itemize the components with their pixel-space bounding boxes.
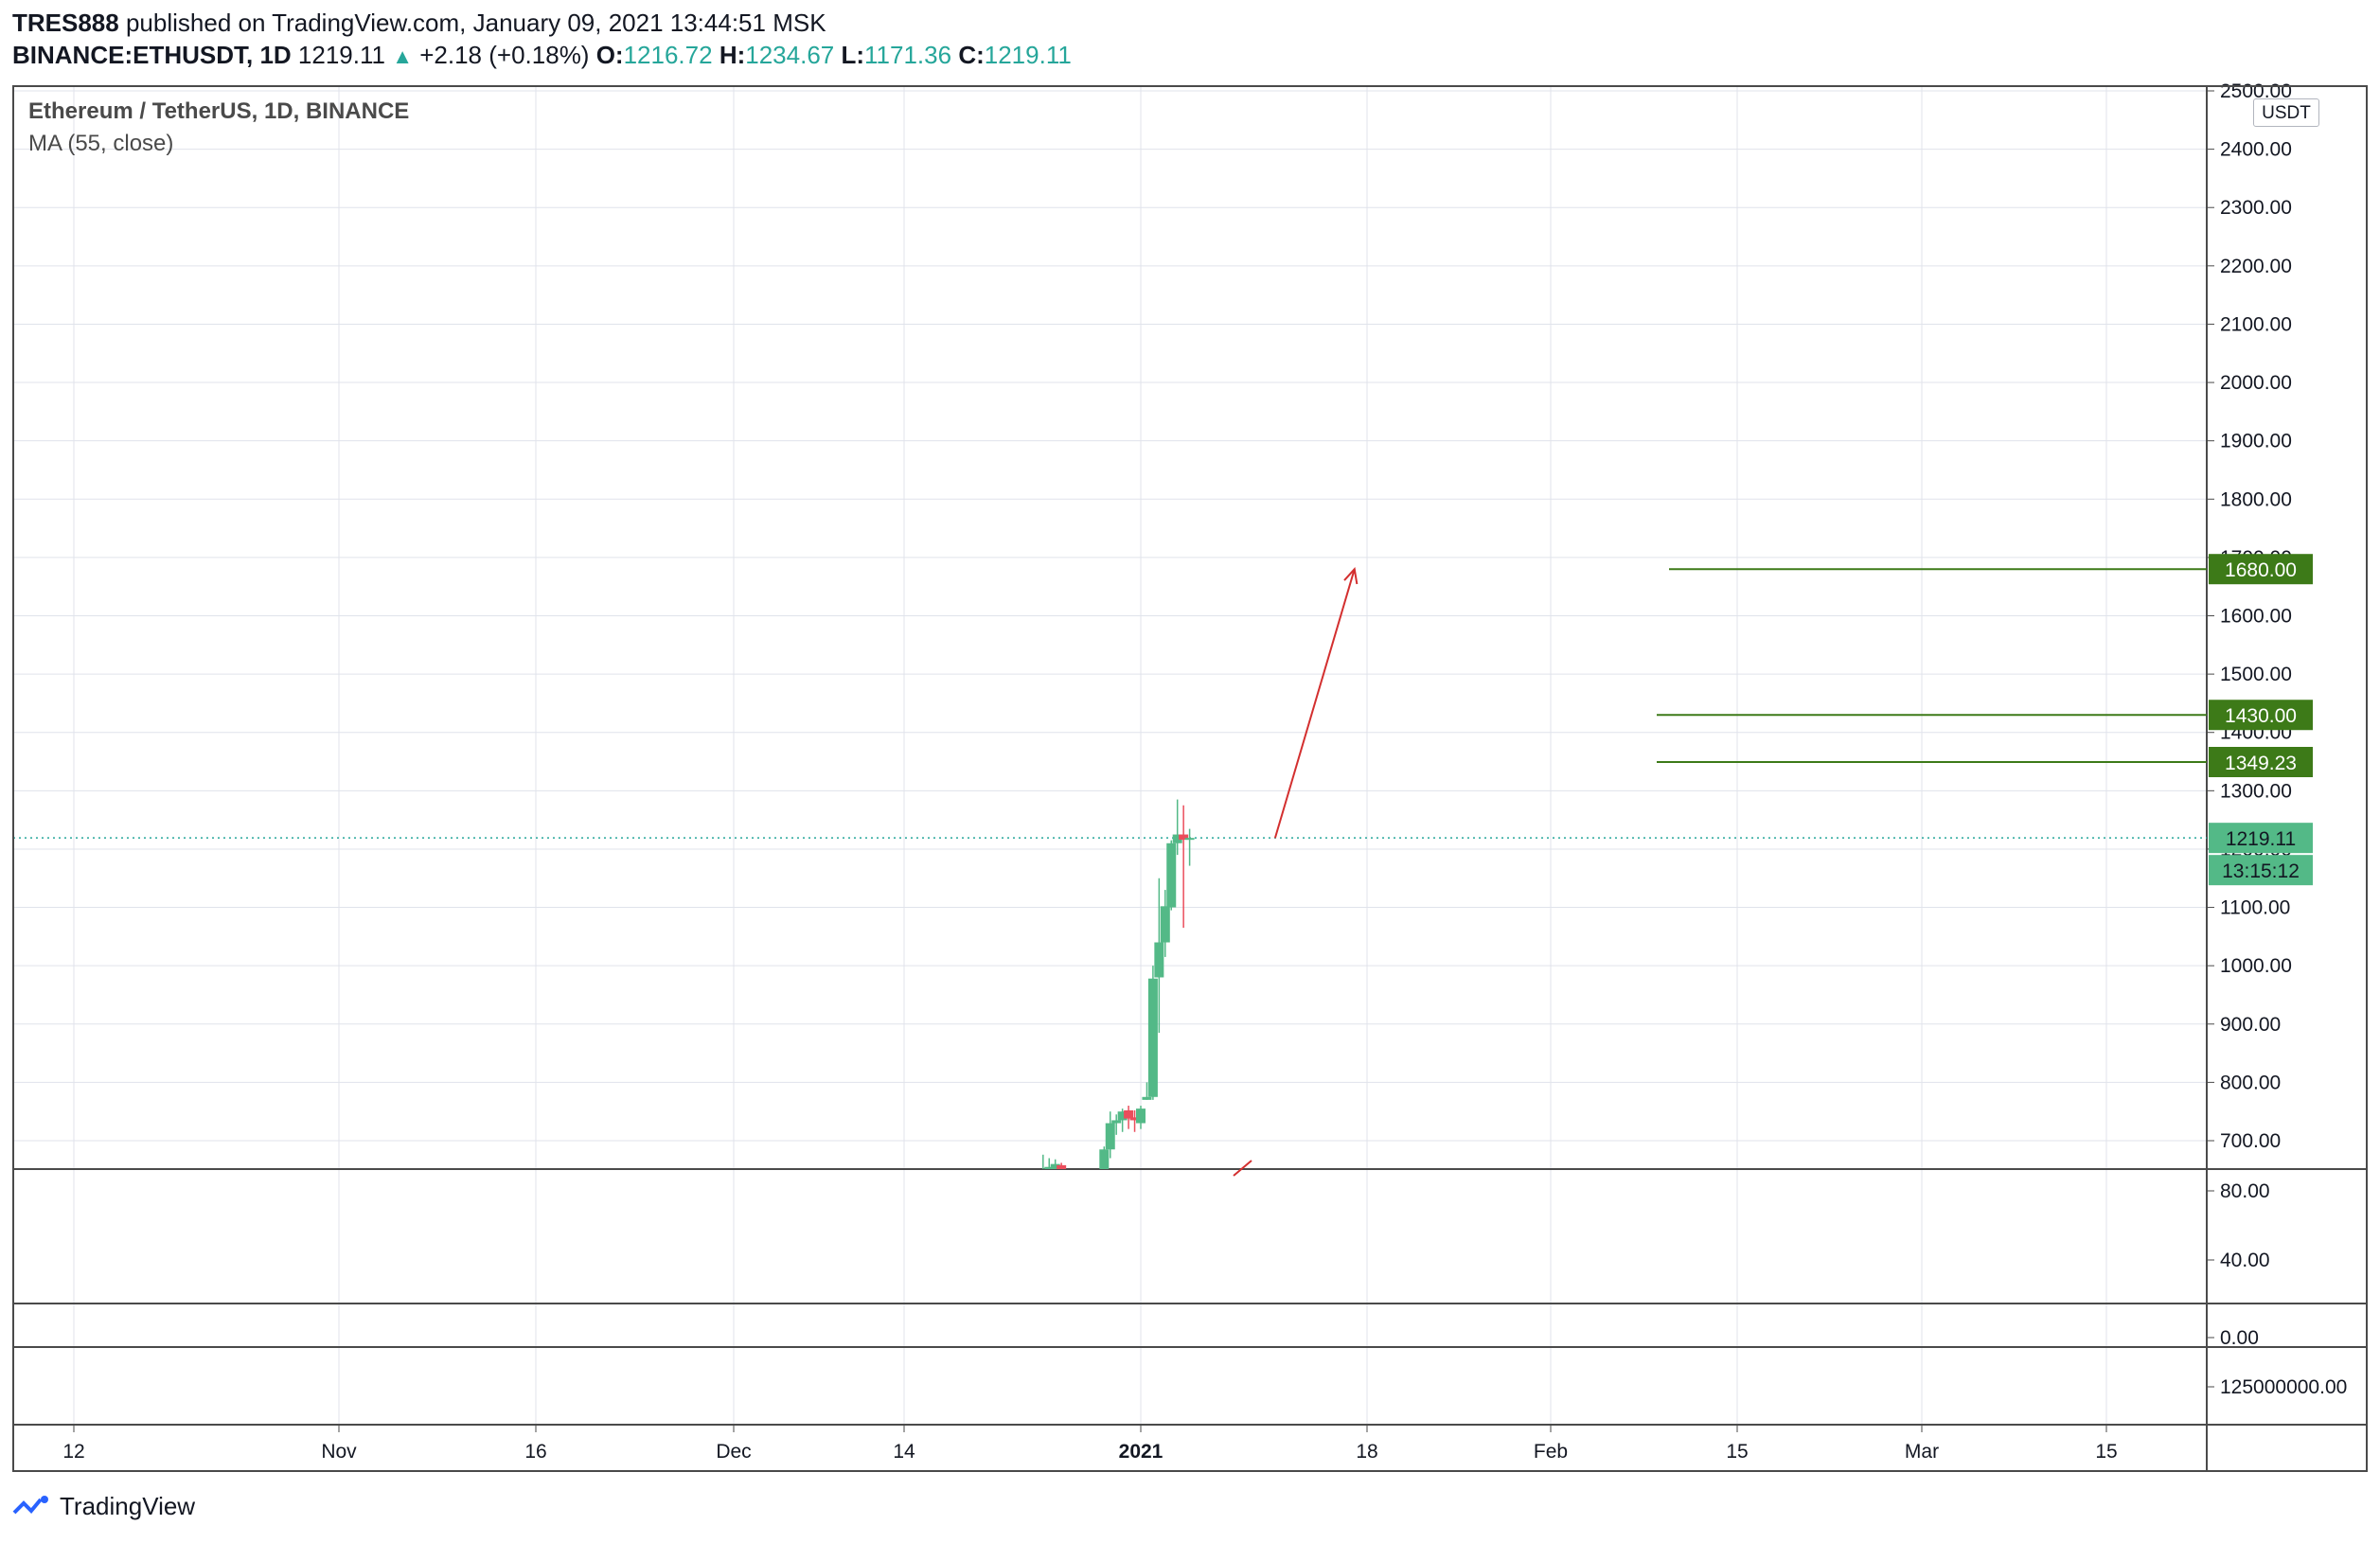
low-label: L: — [841, 41, 865, 69]
price-tick-label: 2000.00 — [2220, 372, 2292, 394]
candle-body — [1172, 834, 1182, 843]
price-tick-label: 2100.00 — [2220, 313, 2292, 335]
open-value: 1216.72 — [623, 41, 713, 69]
grid-lines — [13, 87, 2207, 1425]
time-tick-label: 14 — [893, 1441, 915, 1463]
symbol-info: BINANCE:ETHUSDT, 1D 1219.11 ▲ +2.18 (+0.… — [12, 40, 1072, 72]
currency-badge[interactable]: USDT — [2253, 98, 2319, 127]
candle-body — [1154, 942, 1164, 978]
symbol-name: BINANCE:ETHUSDT, 1D — [12, 41, 292, 69]
author-name[interactable]: TRES888 — [12, 9, 119, 37]
volume-tick-label: 0.00 — [2220, 1327, 2259, 1349]
arrow-shaft — [1273, 568, 1356, 839]
price-tick-label: 700.00 — [2220, 1130, 2281, 1152]
trend-arrow[interactable] — [1233, 567, 1359, 1177]
current-price-badge-label: 1219.11 — [2226, 828, 2296, 850]
candle-body — [1044, 1166, 1055, 1169]
arrow-head — [1343, 567, 1359, 585]
candle-body — [1136, 1108, 1146, 1124]
price-tick-label: 1300.00 — [2220, 780, 2292, 802]
price-tick-label: 800.00 — [2220, 1072, 2281, 1093]
level-badge-label: 1349.23 — [2225, 753, 2297, 774]
level-badge — [2209, 554, 2313, 585]
arrow-fragment — [1233, 1160, 1252, 1177]
price-tick-label: 2200.00 — [2220, 256, 2292, 277]
time-tick-label: Feb — [1534, 1441, 1568, 1463]
candle-body — [1111, 1120, 1122, 1124]
price-tick-label: 2300.00 — [2220, 197, 2292, 219]
candle-body — [1179, 834, 1189, 841]
close-label: C: — [958, 41, 985, 69]
tradingview-logo-icon — [12, 1495, 48, 1514]
candle-body — [1105, 1123, 1115, 1150]
brand-name: TradingView — [60, 1492, 196, 1520]
indicator-legend: MA (55, close) — [28, 131, 174, 156]
time-tick-label: 16 — [524, 1441, 546, 1463]
countdown-badge-label: 13:15:12 — [2222, 860, 2300, 882]
volume-tick-label: 125000000.00 — [2220, 1376, 2347, 1398]
time-tick-label: Dec — [716, 1441, 751, 1463]
close-value: 1219.11 — [984, 41, 1072, 69]
price-badges: 1680.00 1430.00 1349.23 1219.11 13:15:12 — [2209, 554, 2313, 886]
oscillator-tick-label: 80.00 — [2220, 1180, 2270, 1202]
time-tick-label: 18 — [1356, 1441, 1377, 1463]
oscillator-tick-label: 40.00 — [2220, 1250, 2270, 1271]
chart-legend-title: Ethereum / TetherUS, 1D, BINANCE — [28, 98, 410, 124]
high-label: H: — [719, 41, 746, 69]
candle-body — [1160, 906, 1170, 943]
countdown-badge — [2209, 855, 2313, 886]
last-price: 1219.11 — [297, 41, 385, 69]
candle-body — [1057, 1164, 1067, 1169]
time-tick-label: Nov — [321, 1441, 357, 1463]
time-tick-label: 12 — [62, 1441, 84, 1463]
publish-info: TRES888 published on TradingView.com, Ja… — [12, 8, 826, 38]
open-label: O: — [595, 41, 624, 69]
time-tick-label: 2021 — [1119, 1441, 1163, 1463]
current-price-badge — [2209, 823, 2313, 854]
candle-body — [1117, 1111, 1128, 1121]
level-badge-label: 1430.00 — [2225, 705, 2297, 727]
time-tick-label: 15 — [2095, 1441, 2117, 1463]
candle-body — [1166, 842, 1177, 908]
published-text: published on TradingView.com, January 09… — [125, 9, 826, 37]
price-change: +2.18 (+0.18%) — [419, 41, 590, 69]
candle-body — [1124, 1109, 1134, 1119]
price-tick-label: 1500.00 — [2220, 664, 2292, 685]
level-badge — [2209, 700, 2313, 731]
time-tick-label: 15 — [1726, 1441, 1748, 1463]
candle-body — [1184, 838, 1195, 841]
footer-brand[interactable]: TradingView — [12, 1492, 195, 1521]
price-tick-label: 1000.00 — [2220, 955, 2292, 977]
pane-separators — [13, 87, 2367, 1470]
candle-body — [1050, 1163, 1060, 1169]
candle-body — [1099, 1149, 1110, 1169]
up-triangle-icon: ▲ — [392, 44, 413, 68]
price-tick-label: 1600.00 — [2220, 606, 2292, 628]
high-value: 1234.67 — [745, 41, 835, 69]
price-tick-label: 2400.00 — [2220, 139, 2292, 161]
price-tick-label: 900.00 — [2220, 1014, 2281, 1036]
time-tick-label: Mar — [1905, 1441, 1939, 1463]
candle-body — [1129, 1117, 1140, 1121]
time-axis[interactable]: 12 Nov 16 Dec 14 2021 18 Feb 15 Mar 15 — [62, 1425, 2118, 1463]
price-tick-label: 1100.00 — [2220, 897, 2290, 919]
level-badge — [2209, 747, 2313, 778]
price-tick-label: 1900.00 — [2220, 431, 2292, 452]
chart-frame — [12, 85, 2368, 1472]
low-value: 1171.36 — [864, 41, 952, 69]
price-tick-label: 1800.00 — [2220, 488, 2292, 510]
candle-body — [1142, 1096, 1152, 1100]
level-badge-label: 1680.00 — [2225, 559, 2297, 581]
candles-clipped — [1042, 799, 1195, 1169]
candle-body — [1147, 978, 1158, 1097]
horizontal-levels[interactable] — [1657, 568, 2207, 764]
candlestick-series — [1042, 799, 1195, 1169]
price-axis[interactable]: 700.00800.00900.001000.001100.001200.001… — [2207, 80, 2347, 1398]
